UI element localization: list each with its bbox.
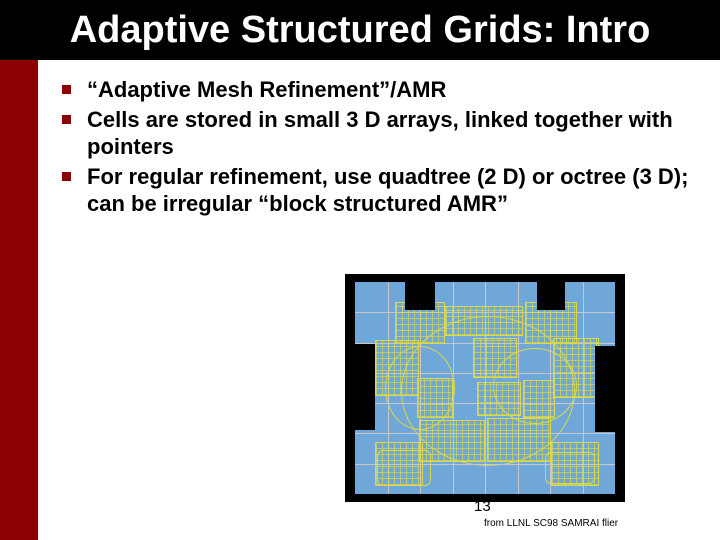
accent-stripe: [0, 60, 38, 540]
refinement-patch: [375, 442, 423, 486]
bullet-list: “Adaptive Mesh Refinement”/AMR Cells are…: [62, 76, 692, 220]
obstacle-block: [537, 282, 565, 310]
bullet-item: “Adaptive Mesh Refinement”/AMR: [62, 76, 692, 104]
bullet-marker-icon: [62, 115, 71, 124]
figure-caption: from LLNL SC98 SAMRAI flier: [484, 518, 618, 529]
refinement-patch: [477, 382, 521, 416]
refinement-patch: [551, 442, 599, 486]
refinement-patch: [487, 418, 551, 462]
bullet-text: “Adaptive Mesh Refinement”/AMR: [87, 76, 446, 104]
slide: Adaptive Structured Grids: Intro “Adapti…: [0, 0, 720, 540]
obstacle-block: [405, 282, 435, 310]
obstacle-block: [355, 344, 375, 430]
refinement-patch: [445, 306, 523, 336]
title-bar: Adaptive Structured Grids: Intro: [0, 0, 720, 60]
bullet-text: Cells are stored in small 3 D arrays, li…: [87, 106, 692, 161]
bullet-marker-icon: [62, 85, 71, 94]
amr-figure: [345, 274, 625, 502]
refinement-patch: [553, 338, 599, 398]
refinement-patch: [375, 340, 419, 396]
refinement-patch: [419, 420, 485, 462]
amr-figure-field: [355, 282, 615, 494]
page-number: 13: [474, 498, 491, 515]
slide-title: Adaptive Structured Grids: Intro: [70, 9, 651, 52]
obstacle-block: [595, 346, 615, 432]
bullet-text: For regular refinement, use quadtree (2 …: [87, 163, 692, 218]
refinement-patch: [417, 378, 453, 418]
bullet-marker-icon: [62, 172, 71, 181]
bullet-item: For regular refinement, use quadtree (2 …: [62, 163, 692, 218]
refinement-patch: [523, 380, 555, 418]
refinement-patch: [473, 338, 517, 378]
bullet-item: Cells are stored in small 3 D arrays, li…: [62, 106, 692, 161]
